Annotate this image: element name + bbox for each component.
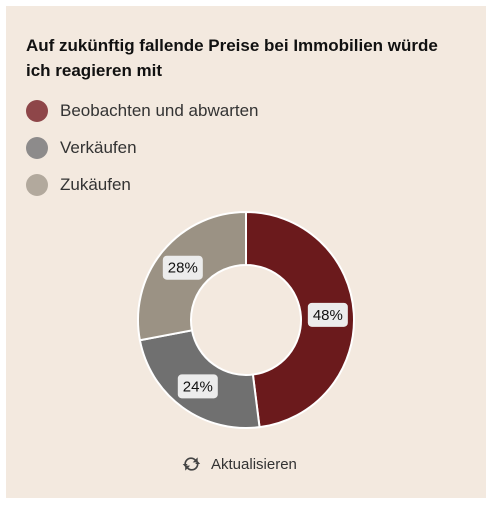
legend: Beobachten und abwarten Verkäufen Zukäuf… xyxy=(26,92,259,203)
legend-swatch xyxy=(26,173,48,196)
data-label: 24% xyxy=(183,378,213,395)
slice-1[interactable] xyxy=(245,210,355,429)
label-box xyxy=(177,374,218,399)
legend-swatch xyxy=(26,136,48,159)
legend-label: Zukäufen xyxy=(60,174,131,194)
label-box xyxy=(162,255,203,280)
slice-label-2: 24% xyxy=(177,374,218,399)
refresh-label: Aktualisieren xyxy=(211,455,297,473)
data-label: 48% xyxy=(313,307,343,324)
slice-label-1: 48% xyxy=(307,302,348,327)
legend-label: Beobachten und abwarten xyxy=(60,100,259,120)
label-box xyxy=(307,302,348,327)
legend-item-zukaufen[interactable]: Zukäufen xyxy=(26,166,259,203)
legend-item-beobachten[interactable]: Beobachten und abwarten xyxy=(26,92,259,129)
chart-title: Auf zukünftig fallende Preise bei Immobi… xyxy=(26,36,438,80)
refresh-icon xyxy=(182,457,201,471)
legend-swatch xyxy=(26,99,48,122)
slice-label-3: 28% xyxy=(162,255,203,280)
legend-label: Verkäufen xyxy=(60,137,137,157)
refresh-button[interactable]: Aktualisieren xyxy=(181,454,297,474)
legend-item-verkaufen[interactable]: Verkäufen xyxy=(26,129,259,166)
data-label: 28% xyxy=(168,260,198,277)
